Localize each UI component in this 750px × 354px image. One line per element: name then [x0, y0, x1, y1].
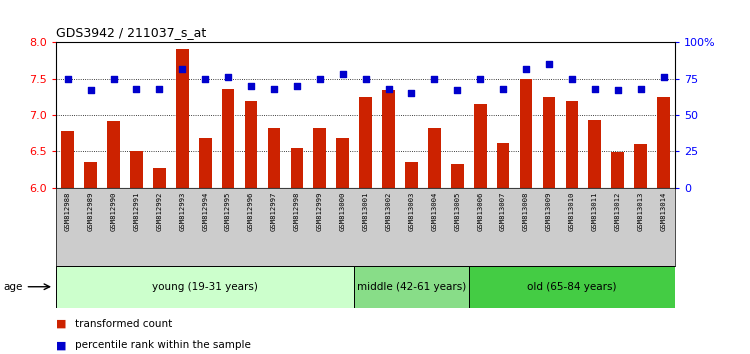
Text: GSM813000: GSM813000	[340, 192, 346, 231]
Bar	[589, 120, 601, 188]
Text: GSM812998: GSM812998	[294, 192, 300, 231]
Point	[452, 87, 464, 93]
Point	[153, 86, 165, 92]
Text: GSM812988: GSM812988	[64, 192, 70, 231]
Point	[359, 76, 371, 81]
Text: GSM812994: GSM812994	[202, 192, 208, 231]
Text: GSM813009: GSM813009	[546, 192, 552, 231]
Text: GSM812991: GSM812991	[134, 192, 140, 231]
Text: GSM812997: GSM812997	[271, 192, 277, 231]
Bar	[176, 49, 188, 188]
Text: GSM813002: GSM813002	[386, 192, 392, 231]
Bar	[520, 79, 532, 188]
Point	[497, 86, 509, 92]
Bar	[611, 152, 624, 188]
Point	[428, 76, 440, 81]
Bar	[153, 168, 166, 188]
Point	[634, 86, 646, 92]
Text: GSM813004: GSM813004	[431, 192, 437, 231]
Point	[107, 76, 119, 81]
Point	[200, 76, 211, 81]
Text: GSM813003: GSM813003	[409, 192, 415, 231]
Bar	[244, 101, 257, 188]
Text: GSM812993: GSM812993	[179, 192, 185, 231]
Bar	[496, 143, 509, 188]
Point	[520, 66, 532, 72]
Bar	[469, 266, 675, 308]
Point	[130, 86, 142, 92]
Text: GSM812990: GSM812990	[110, 192, 116, 231]
Point	[543, 62, 555, 67]
Text: middle (42-61 years): middle (42-61 years)	[357, 282, 466, 292]
Bar	[84, 162, 97, 188]
Point	[245, 83, 257, 89]
Bar	[314, 128, 326, 188]
Point	[85, 87, 97, 93]
Point	[268, 86, 280, 92]
Text: young (19-31 years): young (19-31 years)	[152, 282, 258, 292]
Text: GSM812999: GSM812999	[316, 192, 322, 231]
Point	[589, 86, 601, 92]
Bar	[405, 162, 418, 188]
Point	[612, 87, 624, 93]
Bar	[657, 97, 670, 188]
Point	[474, 76, 486, 81]
Point	[566, 76, 578, 81]
Bar	[290, 148, 303, 188]
Bar	[354, 266, 469, 308]
Bar	[382, 90, 394, 188]
Text: transformed count: transformed count	[75, 319, 172, 329]
Bar	[337, 138, 349, 188]
Text: GSM813008: GSM813008	[523, 192, 529, 231]
Point	[176, 66, 188, 72]
Point	[406, 90, 418, 96]
Text: GSM812989: GSM812989	[88, 192, 94, 231]
Point	[62, 76, 74, 81]
Text: GSM813006: GSM813006	[477, 192, 483, 231]
Bar	[543, 97, 555, 188]
Text: GSM813005: GSM813005	[454, 192, 460, 231]
Text: old (65-84 years): old (65-84 years)	[527, 282, 616, 292]
Bar	[566, 101, 578, 188]
Bar	[199, 138, 211, 188]
Text: ■: ■	[56, 340, 67, 350]
Text: percentile rank within the sample: percentile rank within the sample	[75, 340, 250, 350]
Point	[291, 83, 303, 89]
Text: GDS3942 / 211037_s_at: GDS3942 / 211037_s_at	[56, 26, 206, 39]
Text: GSM813011: GSM813011	[592, 192, 598, 231]
Bar	[428, 128, 441, 188]
Text: GSM813014: GSM813014	[661, 192, 667, 231]
Bar	[268, 128, 280, 188]
Text: GSM813010: GSM813010	[568, 192, 574, 231]
Point	[337, 72, 349, 77]
Point	[382, 86, 394, 92]
Text: GSM813007: GSM813007	[500, 192, 506, 231]
Bar	[130, 152, 142, 188]
Bar	[107, 121, 120, 188]
Point	[314, 76, 326, 81]
Text: age: age	[4, 282, 23, 292]
Text: GSM812996: GSM812996	[248, 192, 254, 231]
Text: ■: ■	[56, 319, 67, 329]
Text: GSM812992: GSM812992	[156, 192, 162, 231]
Bar	[451, 164, 464, 188]
Bar	[474, 104, 487, 188]
Point	[222, 74, 234, 80]
Bar	[634, 144, 647, 188]
Text: GSM813013: GSM813013	[638, 192, 644, 231]
Text: GSM813012: GSM813012	[615, 192, 621, 231]
Bar	[62, 131, 74, 188]
Bar	[359, 97, 372, 188]
Text: GSM813001: GSM813001	[362, 192, 368, 231]
Text: GSM812995: GSM812995	[225, 192, 231, 231]
Point	[658, 74, 670, 80]
Bar	[56, 266, 354, 308]
Bar	[222, 89, 235, 188]
